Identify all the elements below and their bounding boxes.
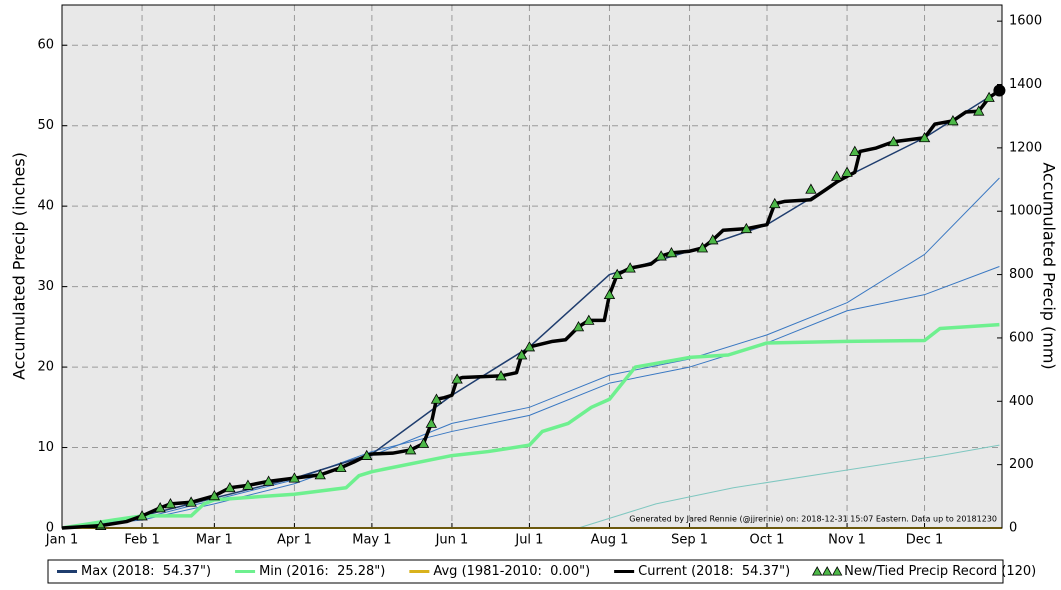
record-marker (624, 262, 636, 273)
y2-tick-label: 600 (1009, 330, 1034, 345)
record-marker (918, 131, 931, 143)
record-marker (208, 489, 221, 501)
x-tick-label: Aug 1 (591, 533, 629, 548)
record-marker (164, 498, 177, 509)
y2-tick-label: 0 (1009, 521, 1017, 536)
record-marker (841, 166, 853, 177)
y2-tick-label: 800 (1009, 267, 1034, 282)
record-marker (805, 183, 817, 194)
record-marker (655, 250, 667, 261)
y2-tick-label: 1400 (1009, 77, 1042, 92)
x-tick-label: Jun 1 (435, 533, 469, 548)
record-marker (95, 519, 107, 530)
x-tick-label: Feb 1 (124, 533, 159, 548)
record-marker (523, 341, 536, 352)
record-marker (831, 170, 843, 181)
series-line (61, 177, 1000, 529)
x-tick-label: Apr 1 (277, 533, 312, 548)
series-line (61, 322, 1000, 530)
record-marker (665, 246, 678, 258)
record-marker (769, 197, 781, 209)
record-marker (495, 370, 507, 381)
record-marker (417, 437, 430, 448)
y-tick-label: 20 (37, 360, 54, 375)
legend-label: Max (2018: 54.37") (81, 564, 211, 579)
x-tick-label: Oct 1 (750, 533, 785, 548)
record-marker (242, 479, 254, 490)
plot-area (62, 5, 1002, 528)
y2-axis-label: Accumulated Precip (mm) (1040, 162, 1059, 369)
y-tick-label: 60 (37, 38, 54, 53)
legend-marker (831, 566, 843, 576)
record-marker (849, 145, 861, 156)
record-marker (335, 461, 347, 473)
y2-tick-label: 400 (1009, 394, 1034, 409)
end-marker (993, 84, 1006, 97)
x-tick-label: May 1 (352, 533, 391, 548)
record-marker (404, 444, 417, 455)
record-marker (611, 268, 623, 279)
record-marker (707, 234, 719, 245)
y2-tick-label: 1000 (1009, 204, 1042, 219)
record-marker (314, 469, 326, 480)
record-marker (224, 481, 236, 493)
record-marker (887, 135, 900, 147)
record-marker (154, 502, 166, 513)
record-marker (603, 288, 616, 300)
record-marker (262, 475, 275, 486)
y2-tick-label: 1200 (1009, 140, 1042, 155)
record-marker (136, 510, 148, 521)
legend-marker (811, 566, 823, 576)
record-marker (696, 242, 709, 253)
record-marker (572, 321, 585, 332)
record-marker (288, 472, 301, 483)
record-marker (361, 449, 373, 460)
legend-label: Current (2018: 54.37") (638, 564, 790, 579)
x-tick-label: Jan 1 (45, 533, 78, 548)
record-marker (947, 115, 959, 126)
legend (47, 559, 1004, 584)
x-tick-label: Dec 1 (906, 533, 944, 548)
legend-label: Avg (1981-2010: 0.00") (433, 564, 590, 579)
y2-tick-label: 1600 (1009, 14, 1042, 29)
y-tick-label: 30 (37, 279, 54, 294)
record-marker (185, 496, 197, 507)
y-axis-label: Accumulated Precip (inches) (10, 152, 29, 380)
legend-label: New/Tied Precip Record (120) (844, 564, 1036, 579)
y-tick-label: 40 (37, 199, 54, 214)
y-tick-label: 0 (46, 521, 54, 536)
legend-label: Min (2016: 25.28") (259, 564, 385, 579)
record-marker (515, 349, 528, 360)
y-tick-label: 10 (37, 440, 54, 455)
annotation: Generated by Jared Rennie (@jjrennie) on… (629, 515, 997, 524)
x-tick-label: Sep 1 (671, 533, 708, 548)
x-tick-label: Nov 1 (828, 533, 866, 548)
plot-frame (61, 4, 1003, 529)
record-marker (983, 91, 995, 102)
legend-marker (821, 566, 833, 576)
y-tick-label: 50 (37, 118, 54, 133)
record-marker (451, 373, 463, 384)
record-marker (430, 393, 443, 404)
record-marker (973, 105, 985, 116)
y2-tick-label: 200 (1009, 457, 1034, 472)
x-tick-label: Jul 1 (514, 533, 543, 548)
x-tick-label: Mar 1 (196, 533, 233, 548)
record-marker (740, 222, 753, 234)
record-marker (583, 314, 595, 325)
record-marker (425, 417, 437, 428)
